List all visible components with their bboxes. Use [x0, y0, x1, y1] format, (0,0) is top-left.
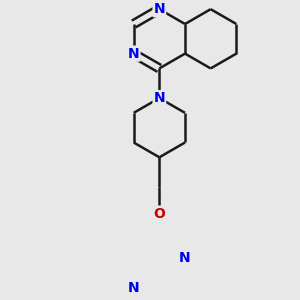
Text: O: O	[153, 207, 165, 220]
Text: N: N	[154, 2, 165, 16]
Text: N: N	[154, 91, 165, 105]
Text: N: N	[179, 251, 191, 265]
Text: N: N	[128, 281, 140, 295]
Text: N: N	[128, 46, 140, 61]
